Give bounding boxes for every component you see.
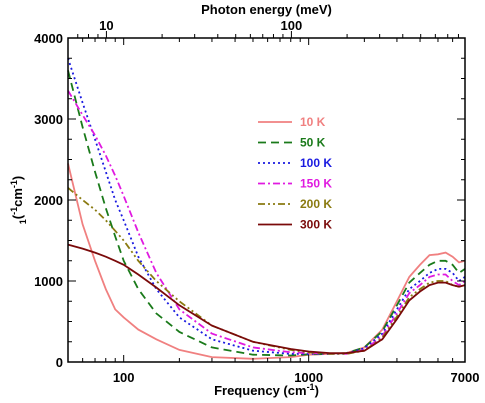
legend-label: 150 K (300, 177, 332, 191)
plot-frame (67, 37, 466, 363)
x2-tick-label: 10 (99, 18, 113, 33)
x-tick-label: 1000 (294, 370, 323, 385)
legend-label: 200 K (300, 197, 332, 211)
x-axis-title: Frequency (cm-1) (214, 382, 319, 398)
series-lines (67, 58, 466, 360)
series-line-1 (67, 163, 466, 360)
series-line-2 (67, 70, 466, 357)
y-tick-label: 3000 (34, 112, 63, 127)
y-axis-title: 1(-1cm-1) (9, 176, 28, 225)
series-line-4 (67, 90, 466, 355)
legend-label: 10 K (300, 115, 326, 129)
legend-label: 100 K (300, 156, 332, 170)
axis-ticks (67, 31, 466, 363)
legend-label: 50 K (300, 136, 326, 150)
top-axis-title: Photon energy (meV) (201, 2, 332, 17)
legend: 10 K 50 K 100 K 150 K 200 K 300 K (258, 115, 332, 232)
series-line-5 (67, 187, 466, 355)
x-tick-label: 7000 (451, 370, 480, 385)
y-tick-label: 2000 (34, 193, 63, 208)
legend-label: 300 K (300, 218, 332, 232)
x-tick-label: 100 (113, 370, 135, 385)
x2-tick-label: 100 (281, 18, 303, 33)
y-tick-label: 0 (56, 355, 63, 370)
y-tick-label: 4000 (34, 31, 63, 46)
y-tick-label: 1000 (34, 274, 63, 289)
series-line-6 (67, 243, 466, 355)
